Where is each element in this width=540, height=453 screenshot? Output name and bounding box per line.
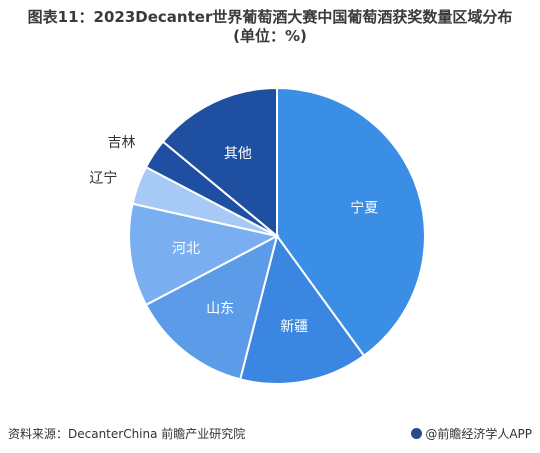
pie-label-1: 新疆 [280,319,308,335]
pie-slice-6 [161,86,278,239]
pie-slice-2 [144,234,279,381]
chart-title: 图表11：2023Decanter世界葡萄酒大赛中国葡萄酒获奖数量区域分布 (单… [0,8,540,46]
chart-title-line1: 图表11：2023Decanter世界葡萄酒大赛中国葡萄酒获奖数量区域分布 [27,8,513,26]
pie-slice-0 [276,86,426,358]
pie-slice-3 [128,202,280,307]
chart-title-line2: (单位：%) [233,27,307,45]
pie-label-4: 辽宁 [89,169,117,186]
pie-label-2: 山东 [206,301,234,317]
pie-slices [128,86,426,385]
pie-label-0: 宁夏 [350,200,378,217]
brand-note: @前瞻经济学人APP [411,425,532,442]
pie-label-6: 其他 [224,146,252,162]
pie-label-3: 河北 [172,241,200,257]
brand-logo-icon [411,428,423,439]
brand-text: @前瞻经济学人APP [425,427,532,441]
pie-slice-1 [238,233,366,385]
source-note: 资料来源：DecanterChina 前瞻产业研究院 [8,427,246,441]
pie-label-5: 吉林 [108,135,136,151]
